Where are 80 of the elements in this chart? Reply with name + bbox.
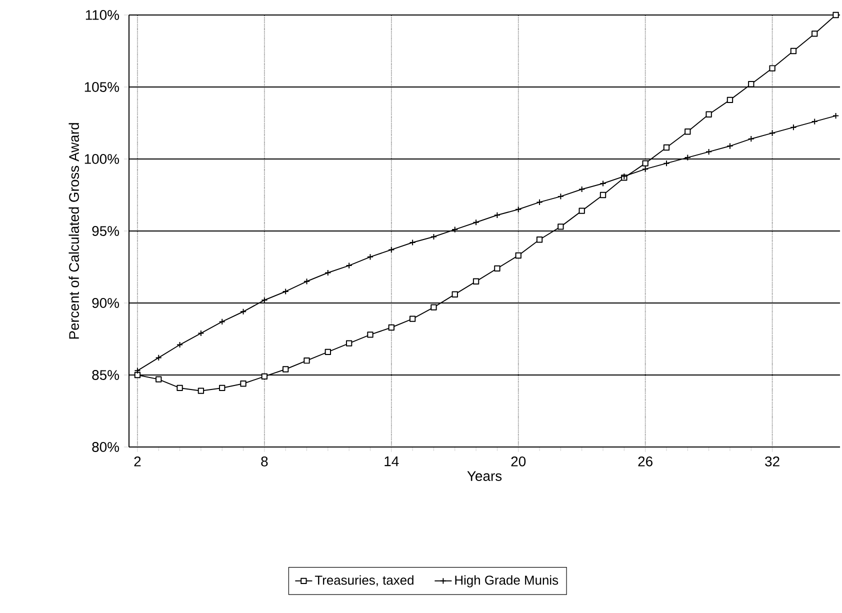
point — [452, 291, 458, 298]
point — [324, 269, 332, 276]
x-tick-label: 14 — [384, 456, 399, 466]
point — [218, 318, 226, 326]
point — [536, 236, 543, 243]
point — [366, 254, 374, 260]
point — [472, 219, 480, 226]
point — [748, 136, 754, 142]
point — [198, 330, 204, 337]
point — [684, 154, 691, 161]
point — [494, 265, 500, 272]
point — [155, 354, 162, 362]
point — [769, 65, 776, 72]
y-tick-label: 100% — [84, 154, 119, 164]
point — [790, 124, 797, 131]
point — [706, 148, 712, 156]
point — [452, 226, 458, 233]
point — [769, 130, 776, 136]
point — [558, 224, 564, 230]
point — [578, 186, 586, 193]
point — [240, 308, 247, 315]
point — [388, 324, 394, 331]
x-tick-label: 2 — [134, 456, 141, 466]
y-tick-label: 105% — [84, 82, 119, 92]
point — [198, 388, 204, 394]
point — [282, 366, 289, 372]
point — [409, 239, 416, 246]
point — [642, 160, 648, 166]
point — [219, 384, 226, 392]
point — [726, 96, 734, 104]
point — [430, 233, 438, 240]
point — [600, 180, 606, 187]
point — [134, 372, 141, 378]
point — [472, 278, 480, 284]
point — [409, 316, 416, 322]
point — [706, 111, 712, 118]
legend-label: Treasuries, taxed — [314, 575, 414, 586]
point — [430, 304, 437, 310]
x-axis-title: Years — [467, 471, 502, 481]
point — [832, 12, 839, 18]
legend-label: High Grade Munis — [455, 575, 558, 588]
point — [642, 166, 649, 172]
point — [346, 262, 352, 269]
point — [346, 340, 352, 346]
point — [578, 208, 585, 214]
point — [811, 118, 818, 125]
point — [282, 288, 289, 295]
point — [176, 384, 183, 392]
point — [494, 212, 500, 218]
point — [515, 252, 522, 259]
point — [663, 160, 670, 167]
point — [261, 296, 268, 304]
point — [388, 246, 395, 254]
y-tick-label: 110% — [86, 10, 120, 20]
point — [367, 332, 374, 338]
point — [726, 142, 734, 150]
x-tick-label: 8 — [261, 456, 268, 466]
point — [156, 376, 162, 382]
point — [304, 358, 310, 364]
x-tick-label: 20 — [511, 456, 526, 466]
point — [812, 30, 818, 37]
y-axis-title: Percent of Calculated Gross Award — [68, 123, 79, 339]
y-tick-label: 90% — [92, 298, 119, 308]
point — [324, 348, 332, 356]
point — [536, 198, 543, 206]
point — [790, 48, 797, 54]
point — [176, 341, 184, 348]
point — [515, 206, 522, 213]
point — [663, 144, 670, 151]
point — [303, 278, 310, 285]
x-tick-label: 26 — [638, 456, 652, 466]
point — [557, 193, 564, 200]
y-tick-label: 95% — [92, 226, 119, 236]
point — [261, 373, 268, 380]
y-tick-label: 85% — [92, 370, 119, 380]
x-tick-label: 32 — [765, 456, 780, 466]
y-tick-label: 80% — [92, 442, 119, 452]
point — [600, 192, 606, 198]
point — [684, 128, 691, 135]
point — [240, 380, 246, 387]
